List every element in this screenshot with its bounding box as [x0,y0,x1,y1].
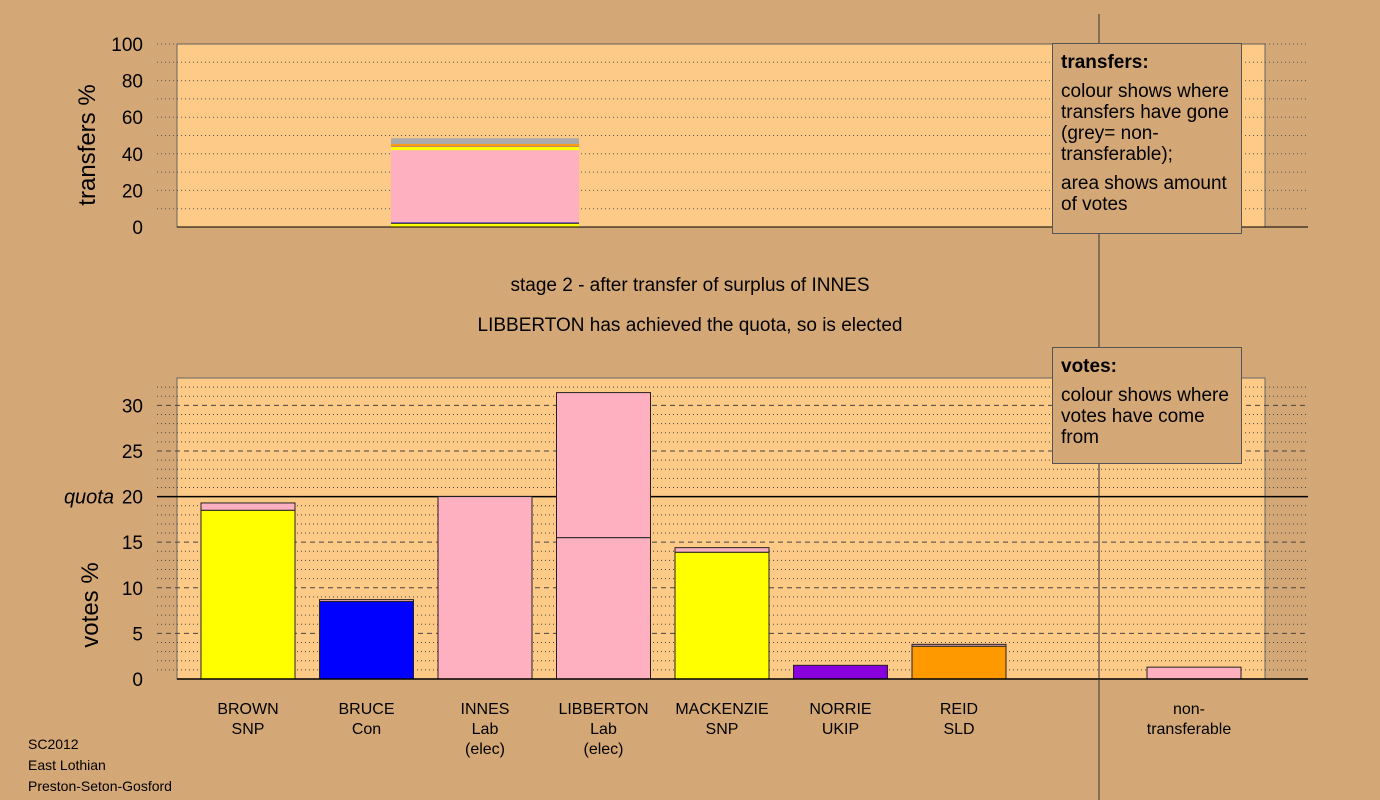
votes-y-tick: 5 [132,624,143,645]
votes-y-tick: 25 [122,442,143,463]
transfers-legend-colour-text: colour shows where transfers have gone (… [1061,81,1229,165]
candidate-label-mackenzie-line: SNP [705,721,739,738]
candidate-label-norrie-line: UKIP [821,721,860,738]
candidate-label-norrie-line: NORRIE [809,701,872,718]
transfers-y-tick: 100 [111,35,143,56]
bar-mackenzie-segment-1 [674,547,770,553]
bar-bruce-segment-0 [319,600,414,680]
candidate-label-mackenzie-line: MACKENZIE [675,701,769,718]
votes-y-tick: 15 [122,533,143,554]
candidate-label-libberton-line: (elec) [583,741,624,758]
transfers-legend-area-text: area shows amount of votes [1061,173,1227,215]
bar-innes-segment-0 [437,496,533,680]
votes-y-tick: 0 [132,670,143,691]
candidate-label-innes-line: (elec) [464,741,505,758]
transfer-segment-lab [391,150,579,223]
transfer-segment-nontransferable [391,138,579,145]
bar-reid-segment-1 [911,643,1007,647]
transfers-y-tick: 40 [122,145,143,166]
candidate-label-libberton-line: Lab [590,721,617,738]
votes-y-tick: 30 [122,396,143,417]
votes-legend-colour-text: colour shows where votes have come from [1061,385,1229,448]
nontransferable-label: non-transferable [1146,701,1232,738]
transfers-y-tick: 20 [122,181,143,202]
candidate-label-brown-line: SNP [231,721,265,738]
candidate-label-norrie: NORRIE UKIP [786,700,896,740]
bar-nontransferable-segment-0 [1146,666,1242,680]
bar-brown-segment-1 [200,502,296,511]
candidate-label-mackenzie: MACKENZIE SNP [667,700,777,740]
transfers-legend-title: transfers: [1061,52,1149,73]
candidate-label-reid: REID SLD [904,700,1014,740]
candidate-label-bruce-line: Con [351,721,382,738]
stage-caption: stage 2 - after transfer of surplus of I… [510,275,870,296]
candidate-label-reid-line: SLD [943,721,975,738]
elected-caption: LIBBERTON has achieved the quota, so is … [477,315,903,336]
bar-libberton-segment-0 [556,537,651,680]
candidate-label-libberton: LIBBERTON Lab (elec) [549,700,659,760]
transfer-segment-ukip [391,145,579,147]
votes-legend: votes: colour shows where votes have com… [1052,347,1242,464]
candidate-label-brown-line: BROWN [217,701,279,718]
candidate-label-libberton-line: LIBBERTON [558,701,649,718]
bar-norrie-segment-0 [793,664,888,680]
candidate-label-bruce-line: BRUCE [338,701,395,718]
votes-y-tick: 10 [122,579,143,600]
transfer-segment-sld [391,144,579,146]
votes-y-label: votes % [77,562,104,647]
footer-election: SC2012 [28,736,79,752]
candidate-label-innes-line: Lab [471,721,499,738]
footer-council: East Lothian [28,757,106,773]
transfers-y-tick: 80 [122,72,143,93]
transfers-y-tick: 60 [122,108,143,129]
candidate-label-bruce: BRUCE Con [312,700,422,740]
candidate-label-innes: INNES Lab (elec) [430,700,540,760]
bar-bruce-segment-1 [319,599,414,602]
transfer-segment-snp [391,223,579,227]
footer-ward: Preston-Seton-Gosford [28,778,172,794]
candidate-label-innes-line: INNES [460,701,510,718]
votes-y-tick-quota: 20 [122,488,143,509]
quota-label: quota [64,487,114,509]
candidate-label-reid-line: REID [939,701,979,718]
candidate-label-brown: BROWN SNP [193,700,303,740]
transfers-y-tick: 0 [132,218,143,239]
bar-libberton-segment-1 [556,392,651,539]
bar-brown-segment-0 [200,509,296,680]
bar-mackenzie-segment-0 [674,551,770,680]
transfer-segment-snp [391,146,579,151]
transfers-y-label: transfers % [74,84,101,205]
bar-reid-segment-0 [911,645,1007,680]
votes-legend-title: votes: [1061,356,1117,377]
transfers-legend: transfers: colour shows where transfers … [1052,43,1242,234]
